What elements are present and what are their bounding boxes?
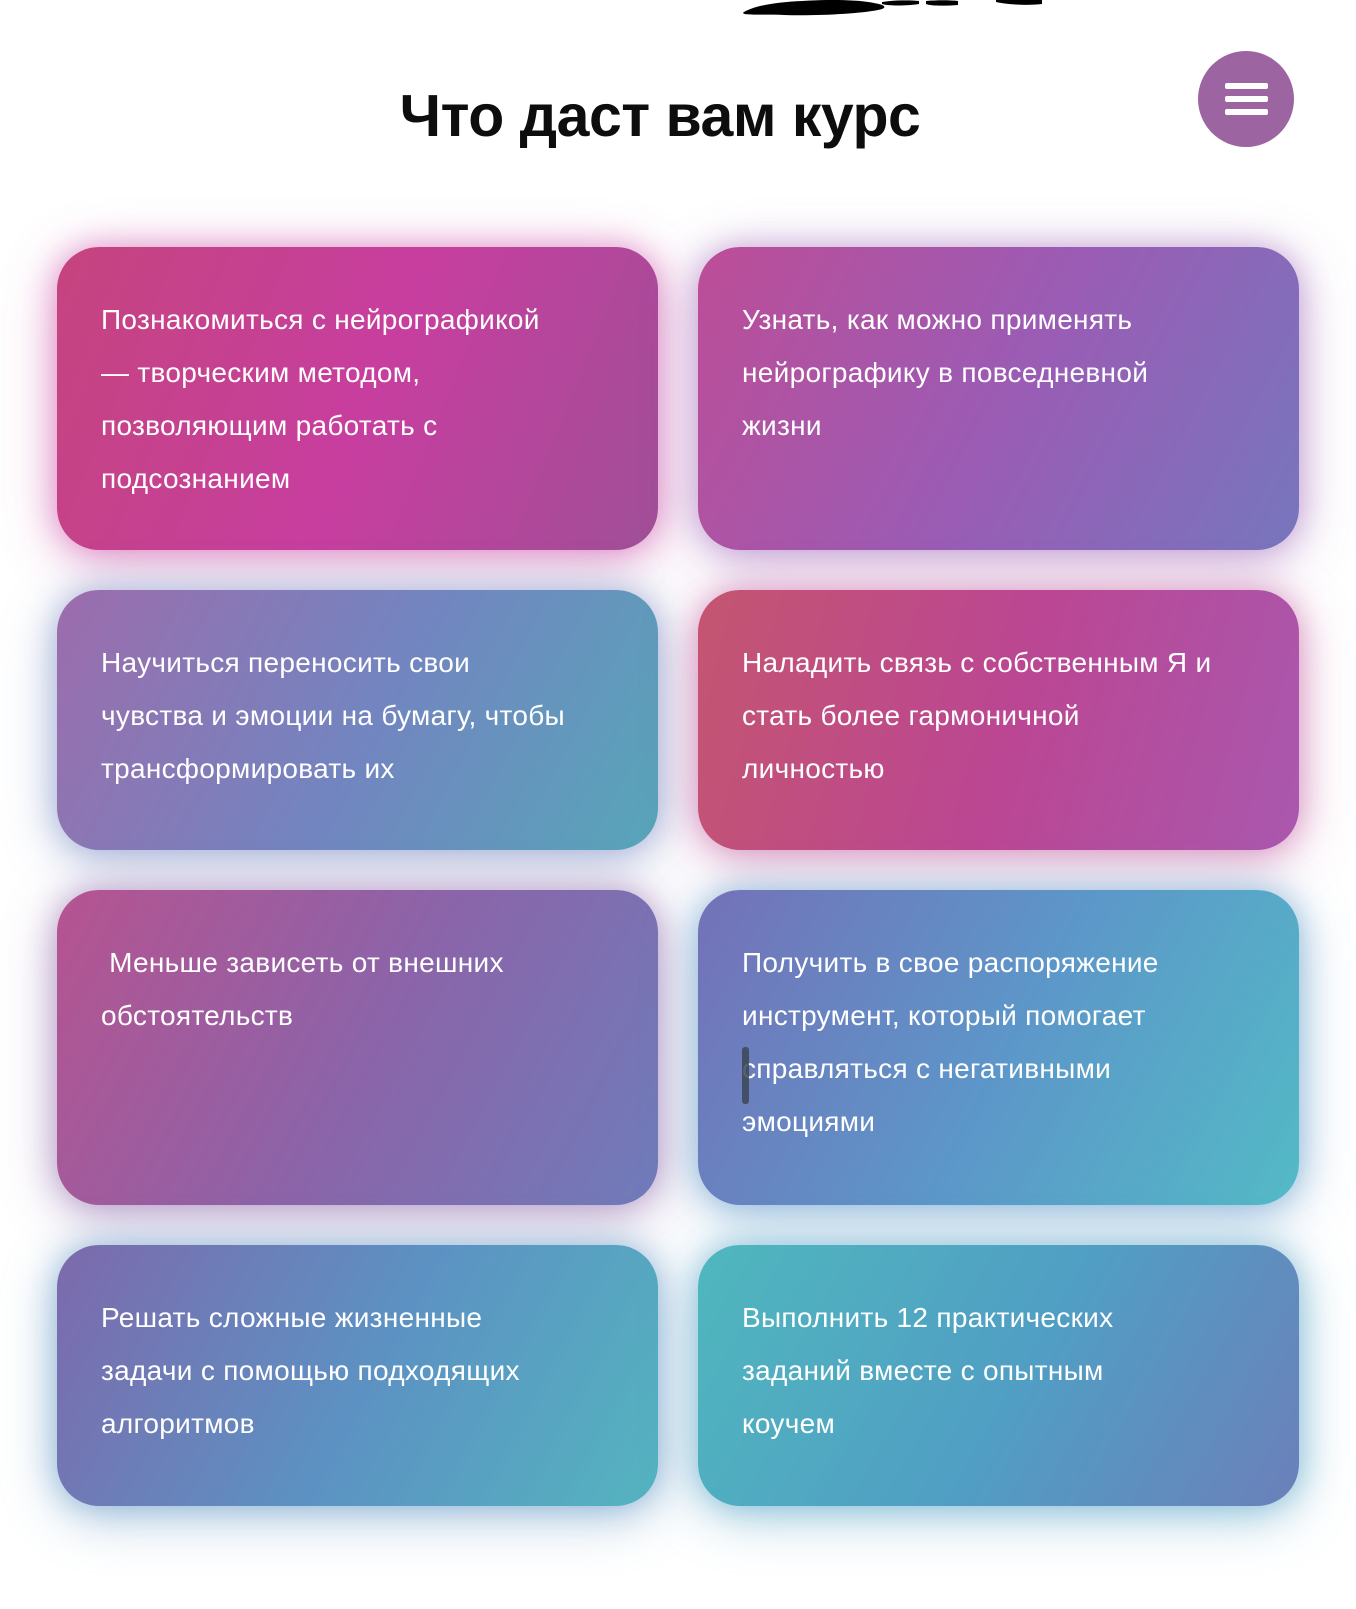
benefit-card-life-algorithms: Решать сложные жизненные задачи с помощь… <box>57 1245 658 1506</box>
benefit-card-text: Решать сложные жизненные задачи с помощь… <box>101 1302 520 1439</box>
page-title: Что даст вам курс <box>399 83 921 149</box>
benefit-card-self-connection: Наладить связь с собственным Я и стать б… <box>698 590 1299 850</box>
benefit-card-less-dependence: Меньше зависеть от внешних обстоятельств <box>57 890 658 1205</box>
benefits-grid: Познакомиться с нейрографикой — творческ… <box>57 247 1299 1506</box>
text-cursor-artifact <box>742 1047 749 1104</box>
menu-button[interactable] <box>1198 51 1294 147</box>
hamburger-icon <box>1224 83 1268 115</box>
benefit-card-everyday-use: Узнать, как можно применять нейрографику… <box>698 247 1299 550</box>
benefit-card-practice-tasks: Выполнить 12 практических заданий вместе… <box>698 1245 1299 1506</box>
benefit-card-text: Выполнить 12 практических заданий вместе… <box>742 1302 1114 1439</box>
benefit-card-emotions-on-paper: Научиться переносить свои чувства и эмоц… <box>57 590 658 850</box>
benefit-card-text: Получить в свое распоряжение инструмент,… <box>742 947 1159 1137</box>
benefit-card-text: Познакомиться с нейрографикой — творческ… <box>101 304 540 494</box>
ink-stroke-logo-fragment <box>743 0 1042 16</box>
benefit-card-text: Меньше зависеть от внешних обстоятельств <box>101 947 504 1031</box>
benefit-card-negative-emotions-tool: Получить в свое распоряжение инструмент,… <box>698 890 1299 1205</box>
benefit-card-text: Наладить связь с собственным Я и стать б… <box>742 647 1212 784</box>
benefit-card-neurographics-intro: Познакомиться с нейрографикой — творческ… <box>57 247 658 550</box>
benefit-card-text: Научиться переносить свои чувства и эмоц… <box>101 647 565 784</box>
benefit-card-text: Узнать, как можно применять нейрографику… <box>742 304 1149 441</box>
